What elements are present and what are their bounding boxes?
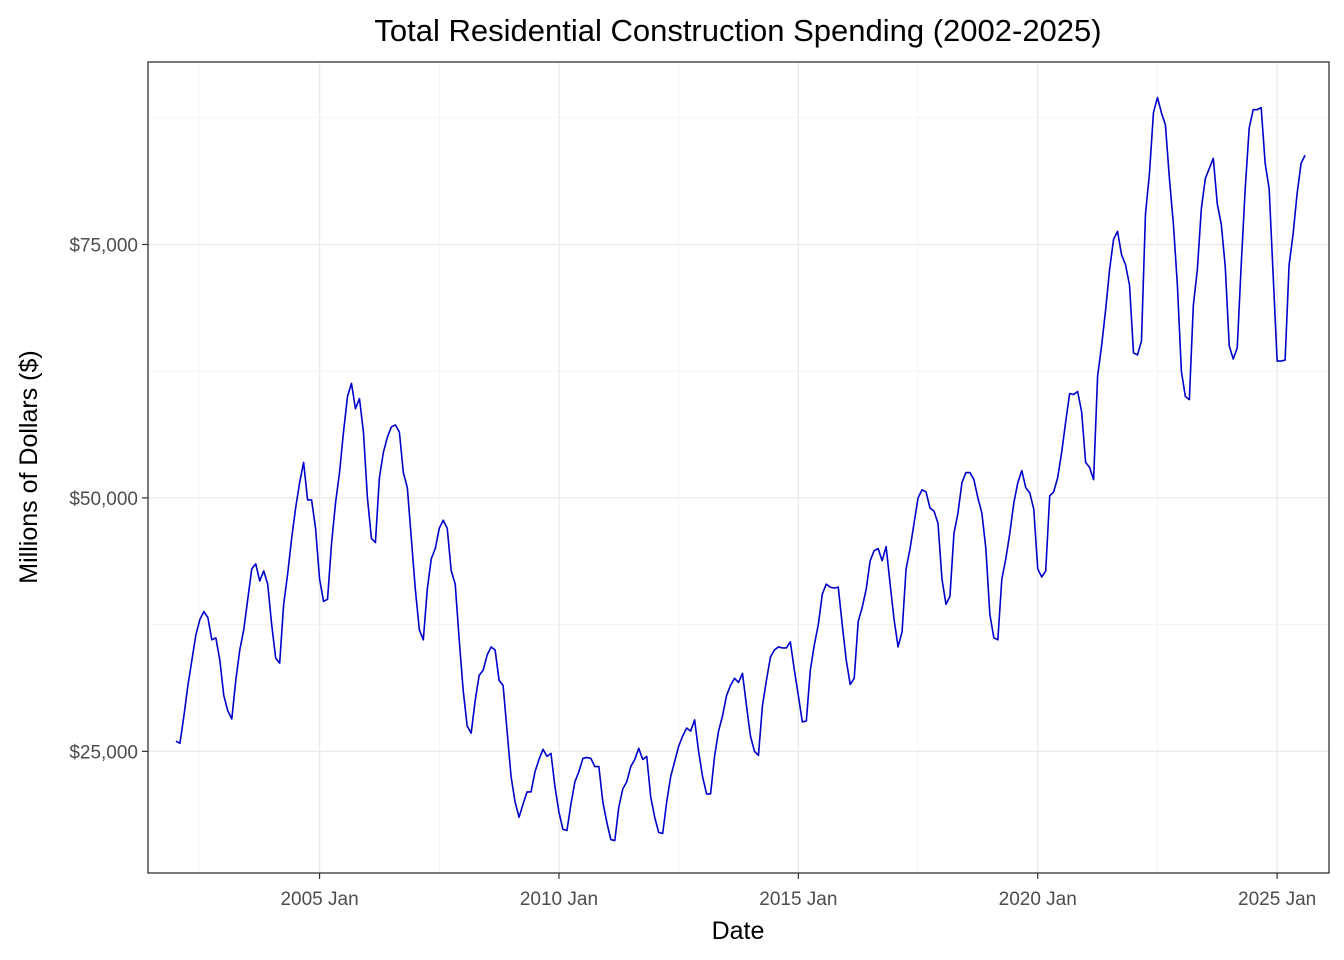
spending-series-line <box>175 96 1306 842</box>
y-tick-label: $25,000 <box>69 742 138 763</box>
gridlines <box>148 62 1329 873</box>
chart-title: Total Residential Construction Spending … <box>374 13 1101 48</box>
y-tick-label: $75,000 <box>69 235 138 256</box>
y-axis-title: Millions of Dollars ($) <box>15 350 43 583</box>
axis-ticks <box>142 243 1278 879</box>
y-tick-label: $50,000 <box>69 489 138 510</box>
x-tick-label: 2020 Jan <box>999 889 1077 910</box>
x-tick-label: 2010 Jan <box>520 889 598 910</box>
x-axis-title: Date <box>712 917 765 945</box>
plot-panel-border <box>147 61 1330 874</box>
series-layer <box>175 96 1306 842</box>
x-tick-label: 2005 Jan <box>280 889 358 910</box>
tick-labels: 2005 Jan 2010 Jan 2015 Jan 2020 Jan 2025 Jan… <box>69 235 1316 910</box>
x-tick-label: 2015 Jan <box>759 889 837 910</box>
x-tick-label: 2025 Jan <box>1238 889 1316 910</box>
